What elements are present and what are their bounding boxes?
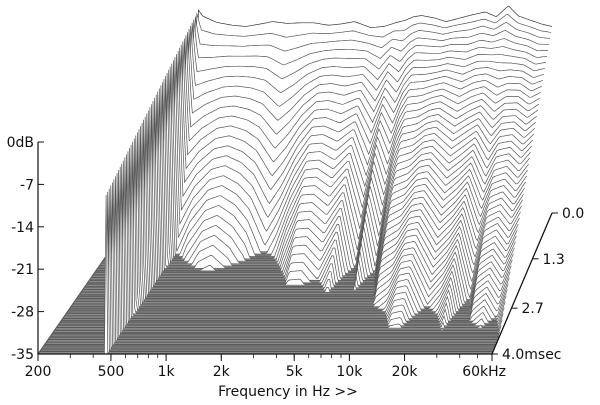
x-tick-label: 5k [286,364,304,380]
slice-line [41,188,494,350]
slice-line [54,163,503,331]
slice-line [121,38,543,235]
slice-line [67,138,511,312]
y-tick-label: -21 [11,262,34,278]
slice-line [136,5,553,214]
y-tick-label: -14 [11,220,34,236]
slice-line [81,113,519,293]
slice-line [76,122,516,300]
slice-line [72,129,514,305]
slice-line [111,57,537,250]
slice-group [38,5,553,355]
slice-line [46,179,498,343]
slice-line [64,144,509,317]
x-tick-label: 500 [98,364,125,380]
slice-line [79,116,518,295]
slice-line [112,54,539,247]
slice-line [74,126,515,302]
x-tick-label: 1k [158,364,176,380]
slice-line [119,41,542,238]
slice-line [44,182,497,345]
slice-line [116,47,540,243]
slice-line [97,82,529,270]
slice-line [124,32,545,231]
slice-line [84,107,521,288]
y-tick-label: -7 [20,177,34,193]
slice-line [96,85,528,271]
x-tick-label: 200 [25,364,52,380]
slice-line [122,35,544,233]
slice-fill [76,123,516,299]
slice-line [48,176,499,341]
slice-line [92,91,526,276]
t-axis-line [491,212,553,355]
slice-line [86,104,522,286]
slice-line [62,147,508,319]
slice-line [129,22,548,223]
slice-line [106,66,534,257]
t-tick-label: 1.3 [543,252,565,268]
x-tick-label: 2k [213,364,231,380]
slice-line [117,44,541,240]
slice-line [102,72,532,262]
slice-line [99,79,530,266]
slice-line [132,16,551,219]
y-tick-label: -35 [11,347,34,363]
slice-line [101,75,531,264]
y-tick-label: 0dB [7,135,34,151]
x-tick-label: 10k [336,364,363,380]
slice-line [57,157,505,326]
slice-line [131,19,549,221]
x-axis-label: Frequency in Hz >> [218,384,358,400]
slice-line [126,28,546,228]
slice-line [61,151,507,321]
slice-line [39,191,493,352]
t-tick-label: 4.0msec [502,347,562,363]
slice-fill [74,126,515,302]
slice-line [89,97,524,281]
slice-line [82,110,520,290]
slice-line [59,154,506,324]
t-tick-label: 2.7 [522,301,544,317]
slice-line [107,63,535,254]
slice-line [87,101,523,283]
slice-line [134,13,552,216]
slice-line [104,69,533,259]
t-tick-label: 0.0 [562,206,584,222]
slice-line [56,160,504,329]
slice-line [77,119,517,297]
y-tick-label: -28 [11,305,34,321]
slice-line [66,141,510,314]
x-tick-label: 60kHz [462,364,506,380]
slice-line [94,88,527,274]
slice-line [69,135,512,309]
slice-line [114,50,539,245]
slice-line [127,25,547,226]
slice-line [49,173,500,338]
slice-line [51,169,501,336]
slice-line [43,185,496,348]
x-tick-label: 20k [392,364,419,380]
slice-line [109,60,536,252]
slice-line [91,94,525,278]
slice-line [71,132,513,307]
slice-line [52,166,502,333]
